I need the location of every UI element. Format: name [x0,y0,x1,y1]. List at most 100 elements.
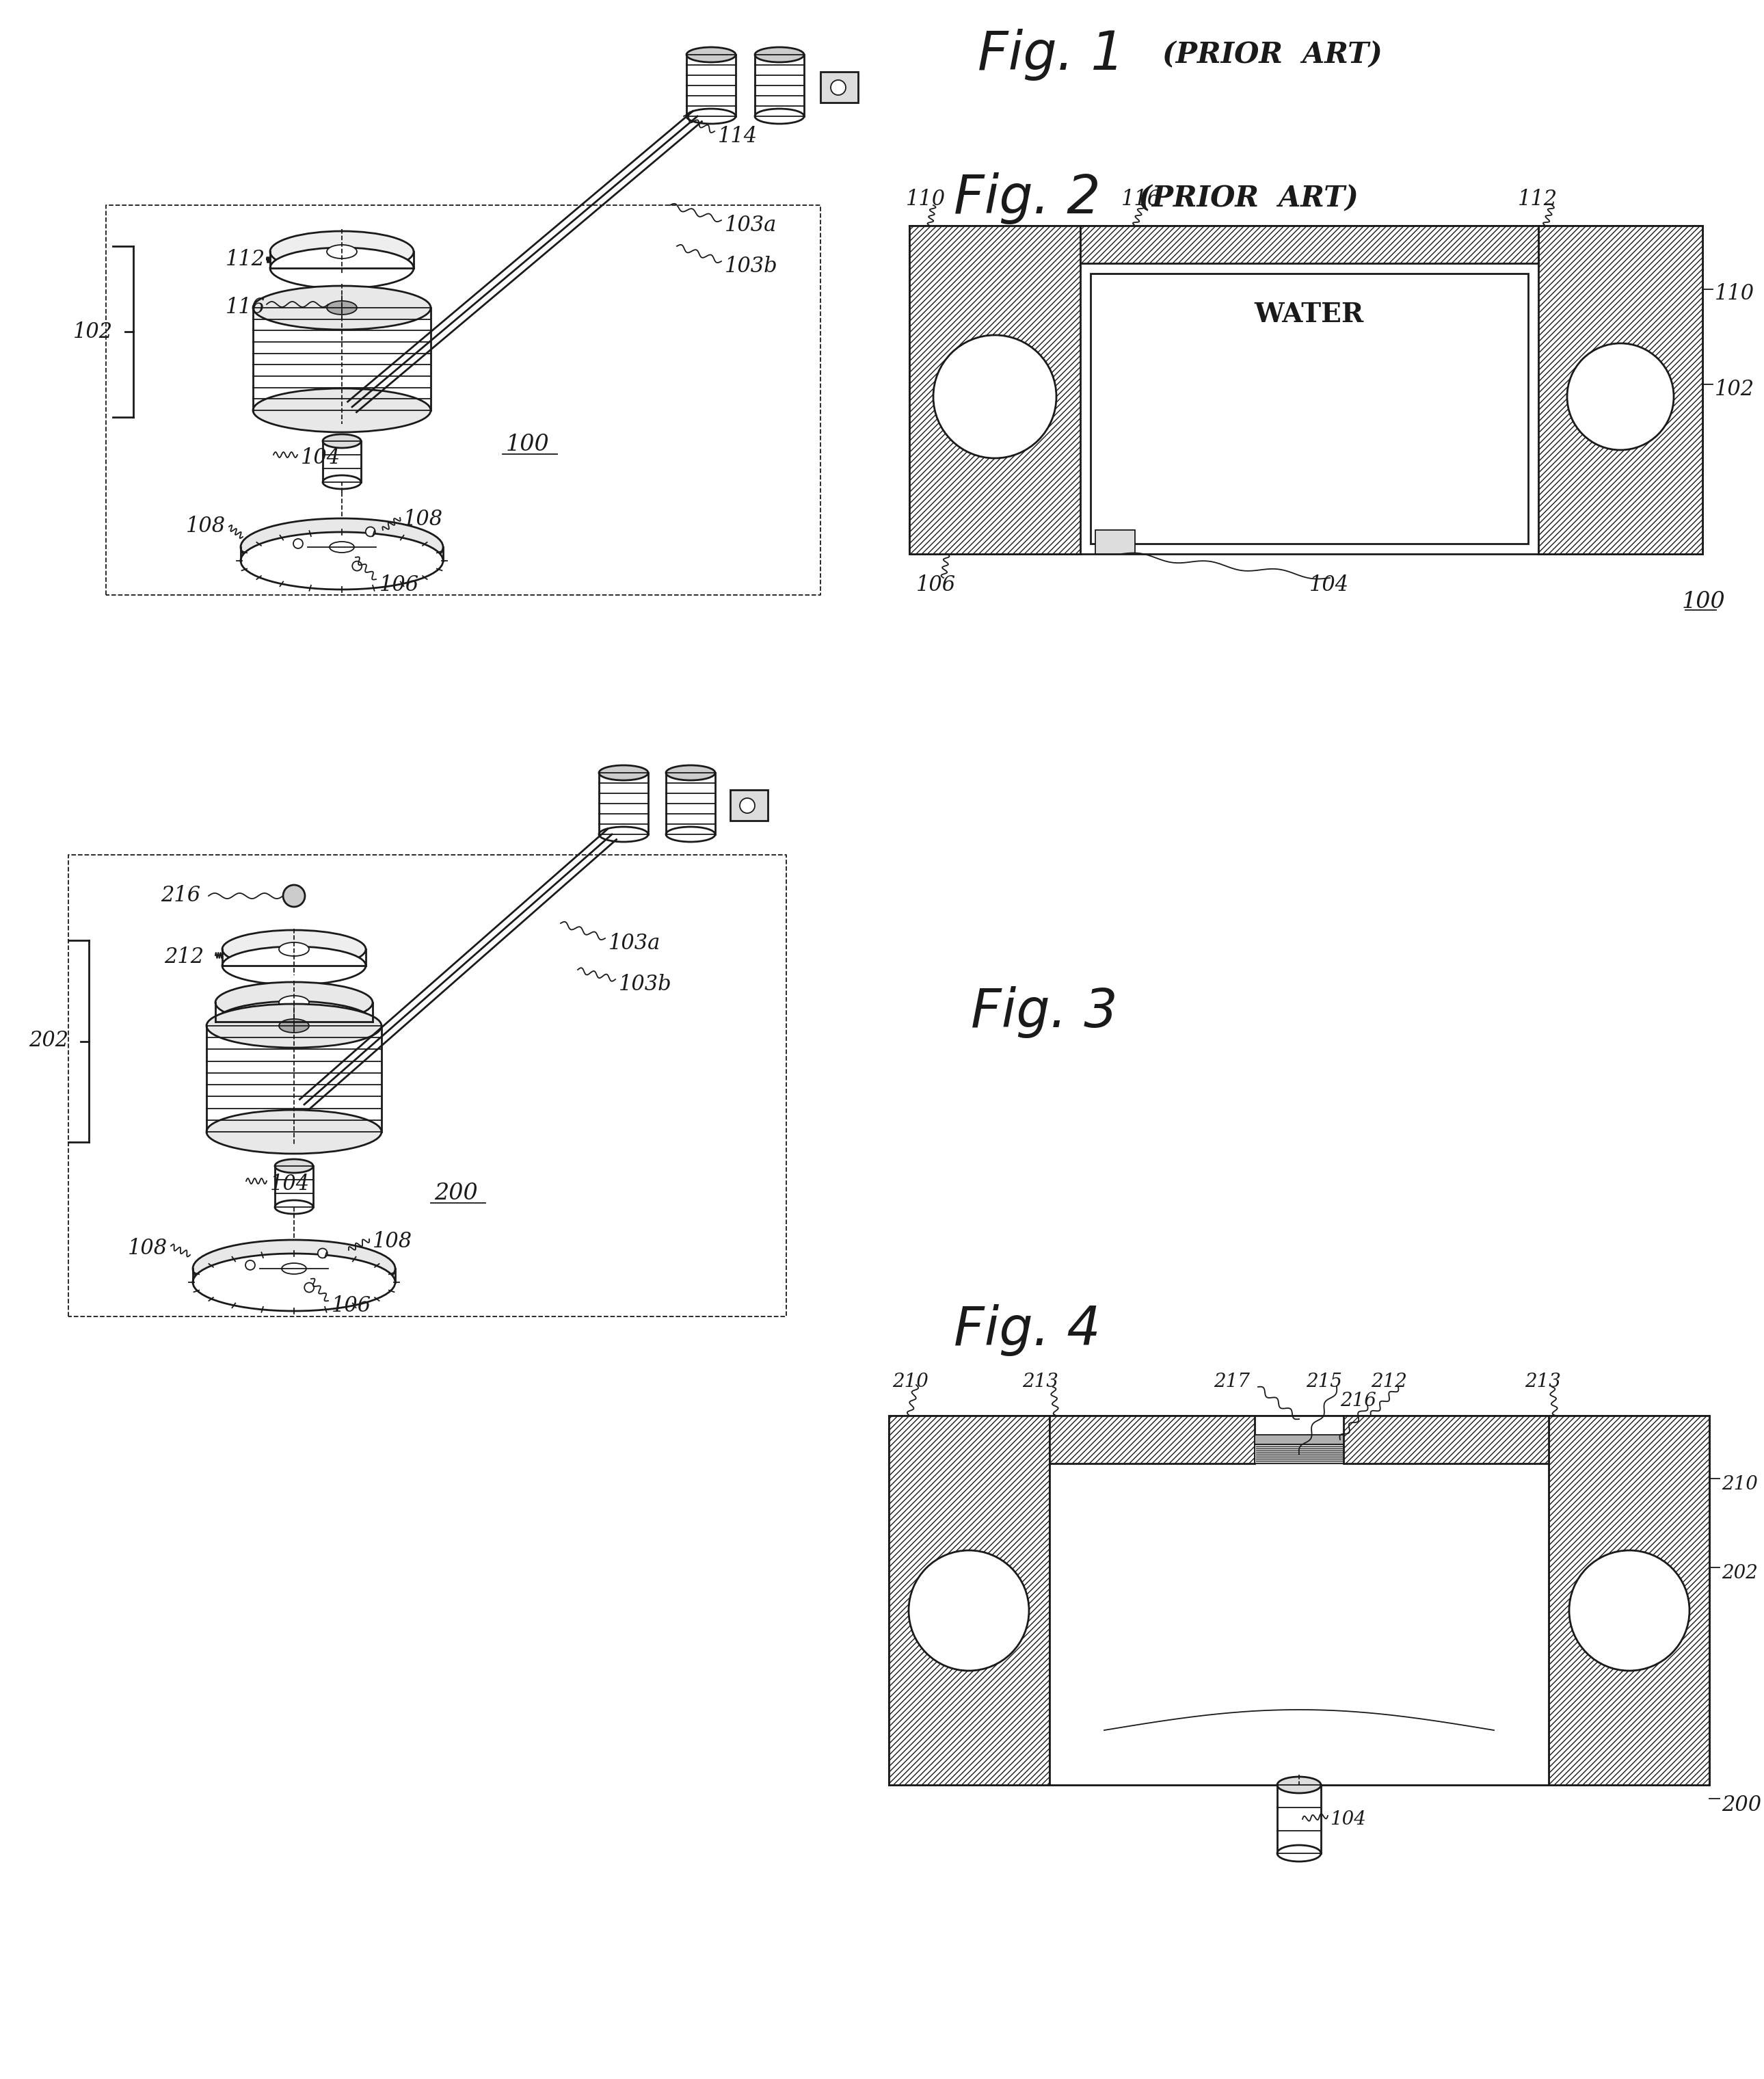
Ellipse shape [215,1002,372,1042]
Text: 112: 112 [226,249,265,270]
Ellipse shape [240,532,443,590]
Text: 103b: 103b [619,975,672,996]
Text: 215: 215 [1305,1372,1342,1391]
Text: 216: 216 [161,886,201,906]
Ellipse shape [755,108,804,125]
Text: 103a: 103a [725,214,776,237]
Ellipse shape [686,48,736,62]
Ellipse shape [323,476,362,489]
Ellipse shape [215,981,372,1023]
Circle shape [282,886,305,906]
Ellipse shape [240,518,443,576]
Ellipse shape [282,1264,307,1274]
Text: 104: 104 [270,1175,310,1195]
Circle shape [1566,343,1674,449]
Bar [1050,1416,1549,1786]
Circle shape [831,79,845,96]
Text: 213: 213 [1524,1372,1561,1391]
Ellipse shape [686,108,736,125]
Text: 213: 213 [1021,1372,1058,1391]
Text: 200: 200 [1722,1794,1760,1817]
Ellipse shape [206,1004,381,1048]
Circle shape [245,1260,256,1270]
Ellipse shape [755,48,804,62]
Ellipse shape [600,765,647,780]
Text: 104: 104 [302,447,340,468]
Circle shape [305,1283,314,1293]
Ellipse shape [667,827,714,842]
Circle shape [908,1551,1028,1672]
Ellipse shape [275,1200,314,1214]
Text: 108: 108 [127,1237,168,1258]
Ellipse shape [270,247,413,289]
Text: 212: 212 [1371,1372,1408,1391]
Bar [889,1416,1050,1786]
Text: 106: 106 [916,574,956,595]
Bar [1254,1435,1344,1445]
Bar [730,790,767,821]
Text: (PRIOR  ART): (PRIOR ART) [1138,183,1358,212]
Ellipse shape [330,543,355,553]
Text: WATER: WATER [1254,301,1364,328]
Ellipse shape [270,231,413,272]
Text: 108: 108 [404,509,443,530]
Ellipse shape [326,245,356,258]
Ellipse shape [1277,1778,1321,1792]
Circle shape [293,538,303,549]
Ellipse shape [275,1160,314,1173]
Text: 210: 210 [893,1372,928,1391]
Bar [1080,227,1538,264]
Bar [1090,274,1528,545]
Ellipse shape [667,765,714,780]
Circle shape [739,798,755,813]
Bar [1095,530,1134,553]
Text: 103b: 103b [725,256,778,277]
Ellipse shape [252,389,430,432]
Text: (PRIOR  ART): (PRIOR ART) [1162,40,1383,69]
Text: 200: 200 [434,1183,478,1204]
Text: 103a: 103a [609,933,662,954]
Ellipse shape [222,929,365,969]
Text: 110: 110 [907,189,946,210]
Text: 217: 217 [1214,1372,1249,1391]
Ellipse shape [192,1254,395,1312]
Text: 106: 106 [379,574,420,595]
Text: 100: 100 [1681,590,1725,613]
Text: Fig. 2: Fig. 2 [954,173,1101,225]
Text: 102: 102 [72,320,113,343]
Ellipse shape [326,301,356,314]
Text: 212: 212 [164,946,205,969]
Text: 116: 116 [1122,189,1161,210]
Circle shape [365,526,376,536]
Text: 210: 210 [1722,1474,1757,1493]
Bar [1549,1416,1709,1786]
Text: Fig. 4: Fig. 4 [954,1304,1101,1356]
Bar [1344,1416,1549,1464]
Ellipse shape [252,287,430,331]
Ellipse shape [192,1239,395,1297]
Circle shape [353,561,362,572]
Text: 104: 104 [1309,574,1349,595]
Text: 104: 104 [1330,1811,1365,1827]
Bar [910,227,1702,553]
Text: 114: 114 [718,127,759,148]
Circle shape [1570,1551,1690,1672]
Text: Fig. 3: Fig. 3 [970,985,1118,1037]
Circle shape [318,1247,328,1258]
Ellipse shape [279,996,309,1010]
Circle shape [933,335,1057,457]
Text: 106: 106 [332,1295,372,1316]
Ellipse shape [279,1019,309,1033]
Text: 112: 112 [1517,189,1558,210]
Ellipse shape [222,946,365,985]
Ellipse shape [279,942,309,956]
Ellipse shape [323,435,362,447]
Ellipse shape [1277,1846,1321,1861]
Circle shape [330,295,355,320]
Text: 102: 102 [1715,378,1755,401]
Text: 116: 116 [226,297,265,318]
Text: 202: 202 [1722,1563,1757,1582]
Bar [910,227,1080,553]
Ellipse shape [600,827,647,842]
Bar [1538,227,1702,553]
